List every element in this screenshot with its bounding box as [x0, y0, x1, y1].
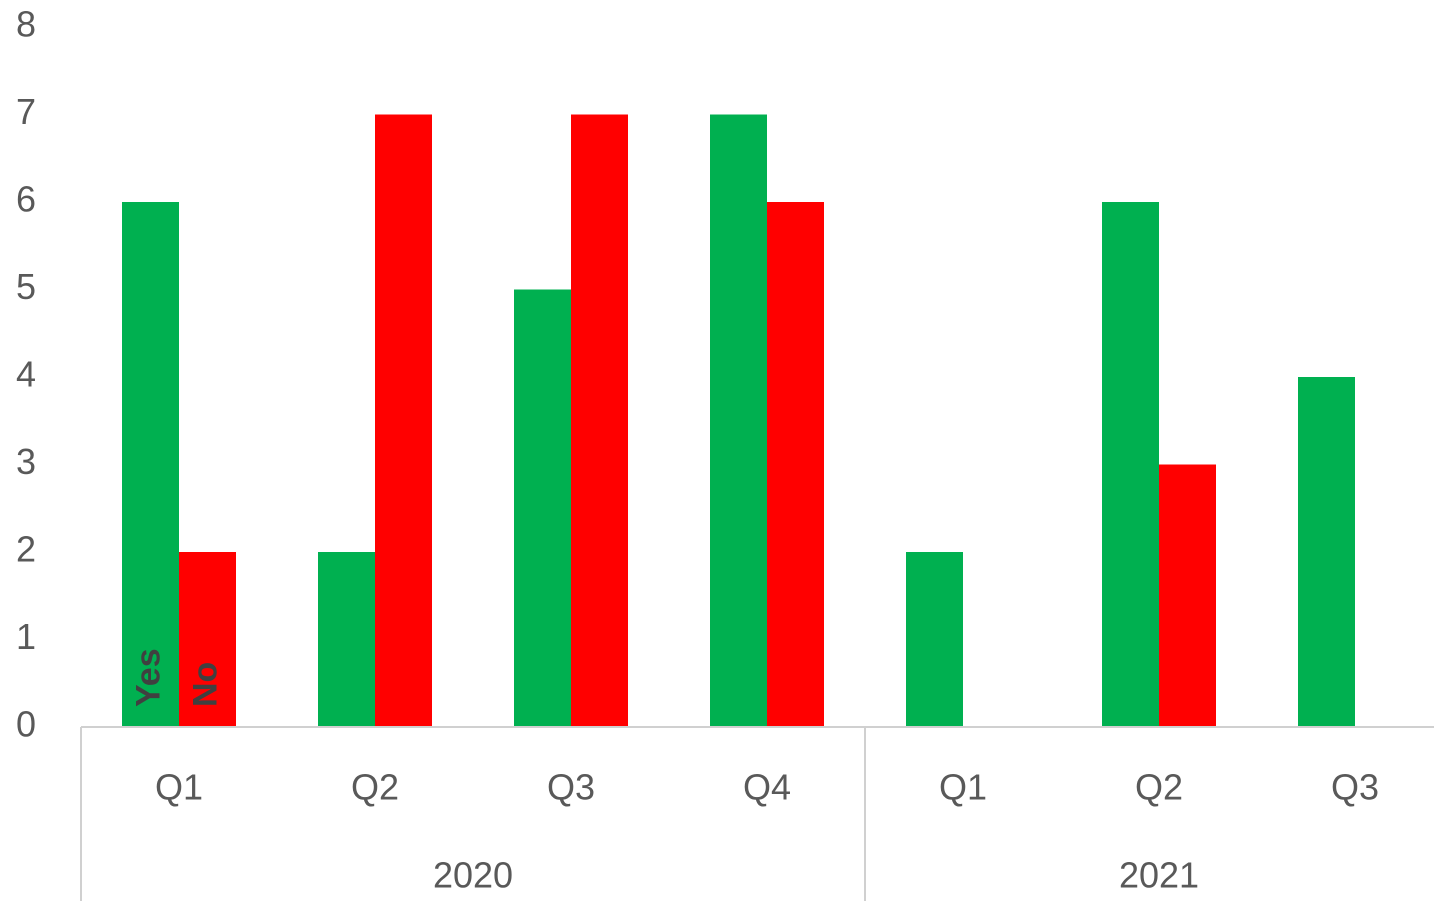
x-tick-label: Q3 [1331, 767, 1379, 808]
y-tick-label: 7 [16, 91, 36, 132]
x-tick-label: Q2 [351, 767, 399, 808]
x-tick-label: Q4 [743, 767, 791, 808]
y-tick-label: 4 [16, 354, 36, 395]
y-tick-label: 1 [16, 616, 36, 657]
series-label: Yes [129, 648, 167, 707]
bar [767, 202, 824, 727]
bar [1159, 464, 1216, 727]
bar [906, 552, 963, 727]
bar [514, 289, 571, 727]
group-label: 2021 [1119, 855, 1199, 896]
y-tick-label: 6 [16, 179, 36, 220]
x-tick-label: Q1 [939, 767, 987, 808]
x-tick-label: Q1 [155, 767, 203, 808]
bar [1298, 377, 1355, 727]
y-tick-label: 0 [16, 704, 36, 745]
bar [375, 114, 432, 727]
bar [710, 114, 767, 727]
bar [179, 552, 236, 727]
bar [122, 202, 179, 727]
y-tick-label: 8 [16, 4, 36, 45]
series-label: No [186, 662, 224, 707]
x-tick-label: Q3 [547, 767, 595, 808]
group-label: 2020 [433, 855, 513, 896]
y-tick-label: 5 [16, 266, 36, 307]
y-tick-label: 2 [16, 529, 36, 570]
bar [571, 114, 628, 727]
y-tick-label: 3 [16, 441, 36, 482]
bar [1102, 202, 1159, 727]
bar [318, 552, 375, 727]
x-tick-label: Q2 [1135, 767, 1183, 808]
